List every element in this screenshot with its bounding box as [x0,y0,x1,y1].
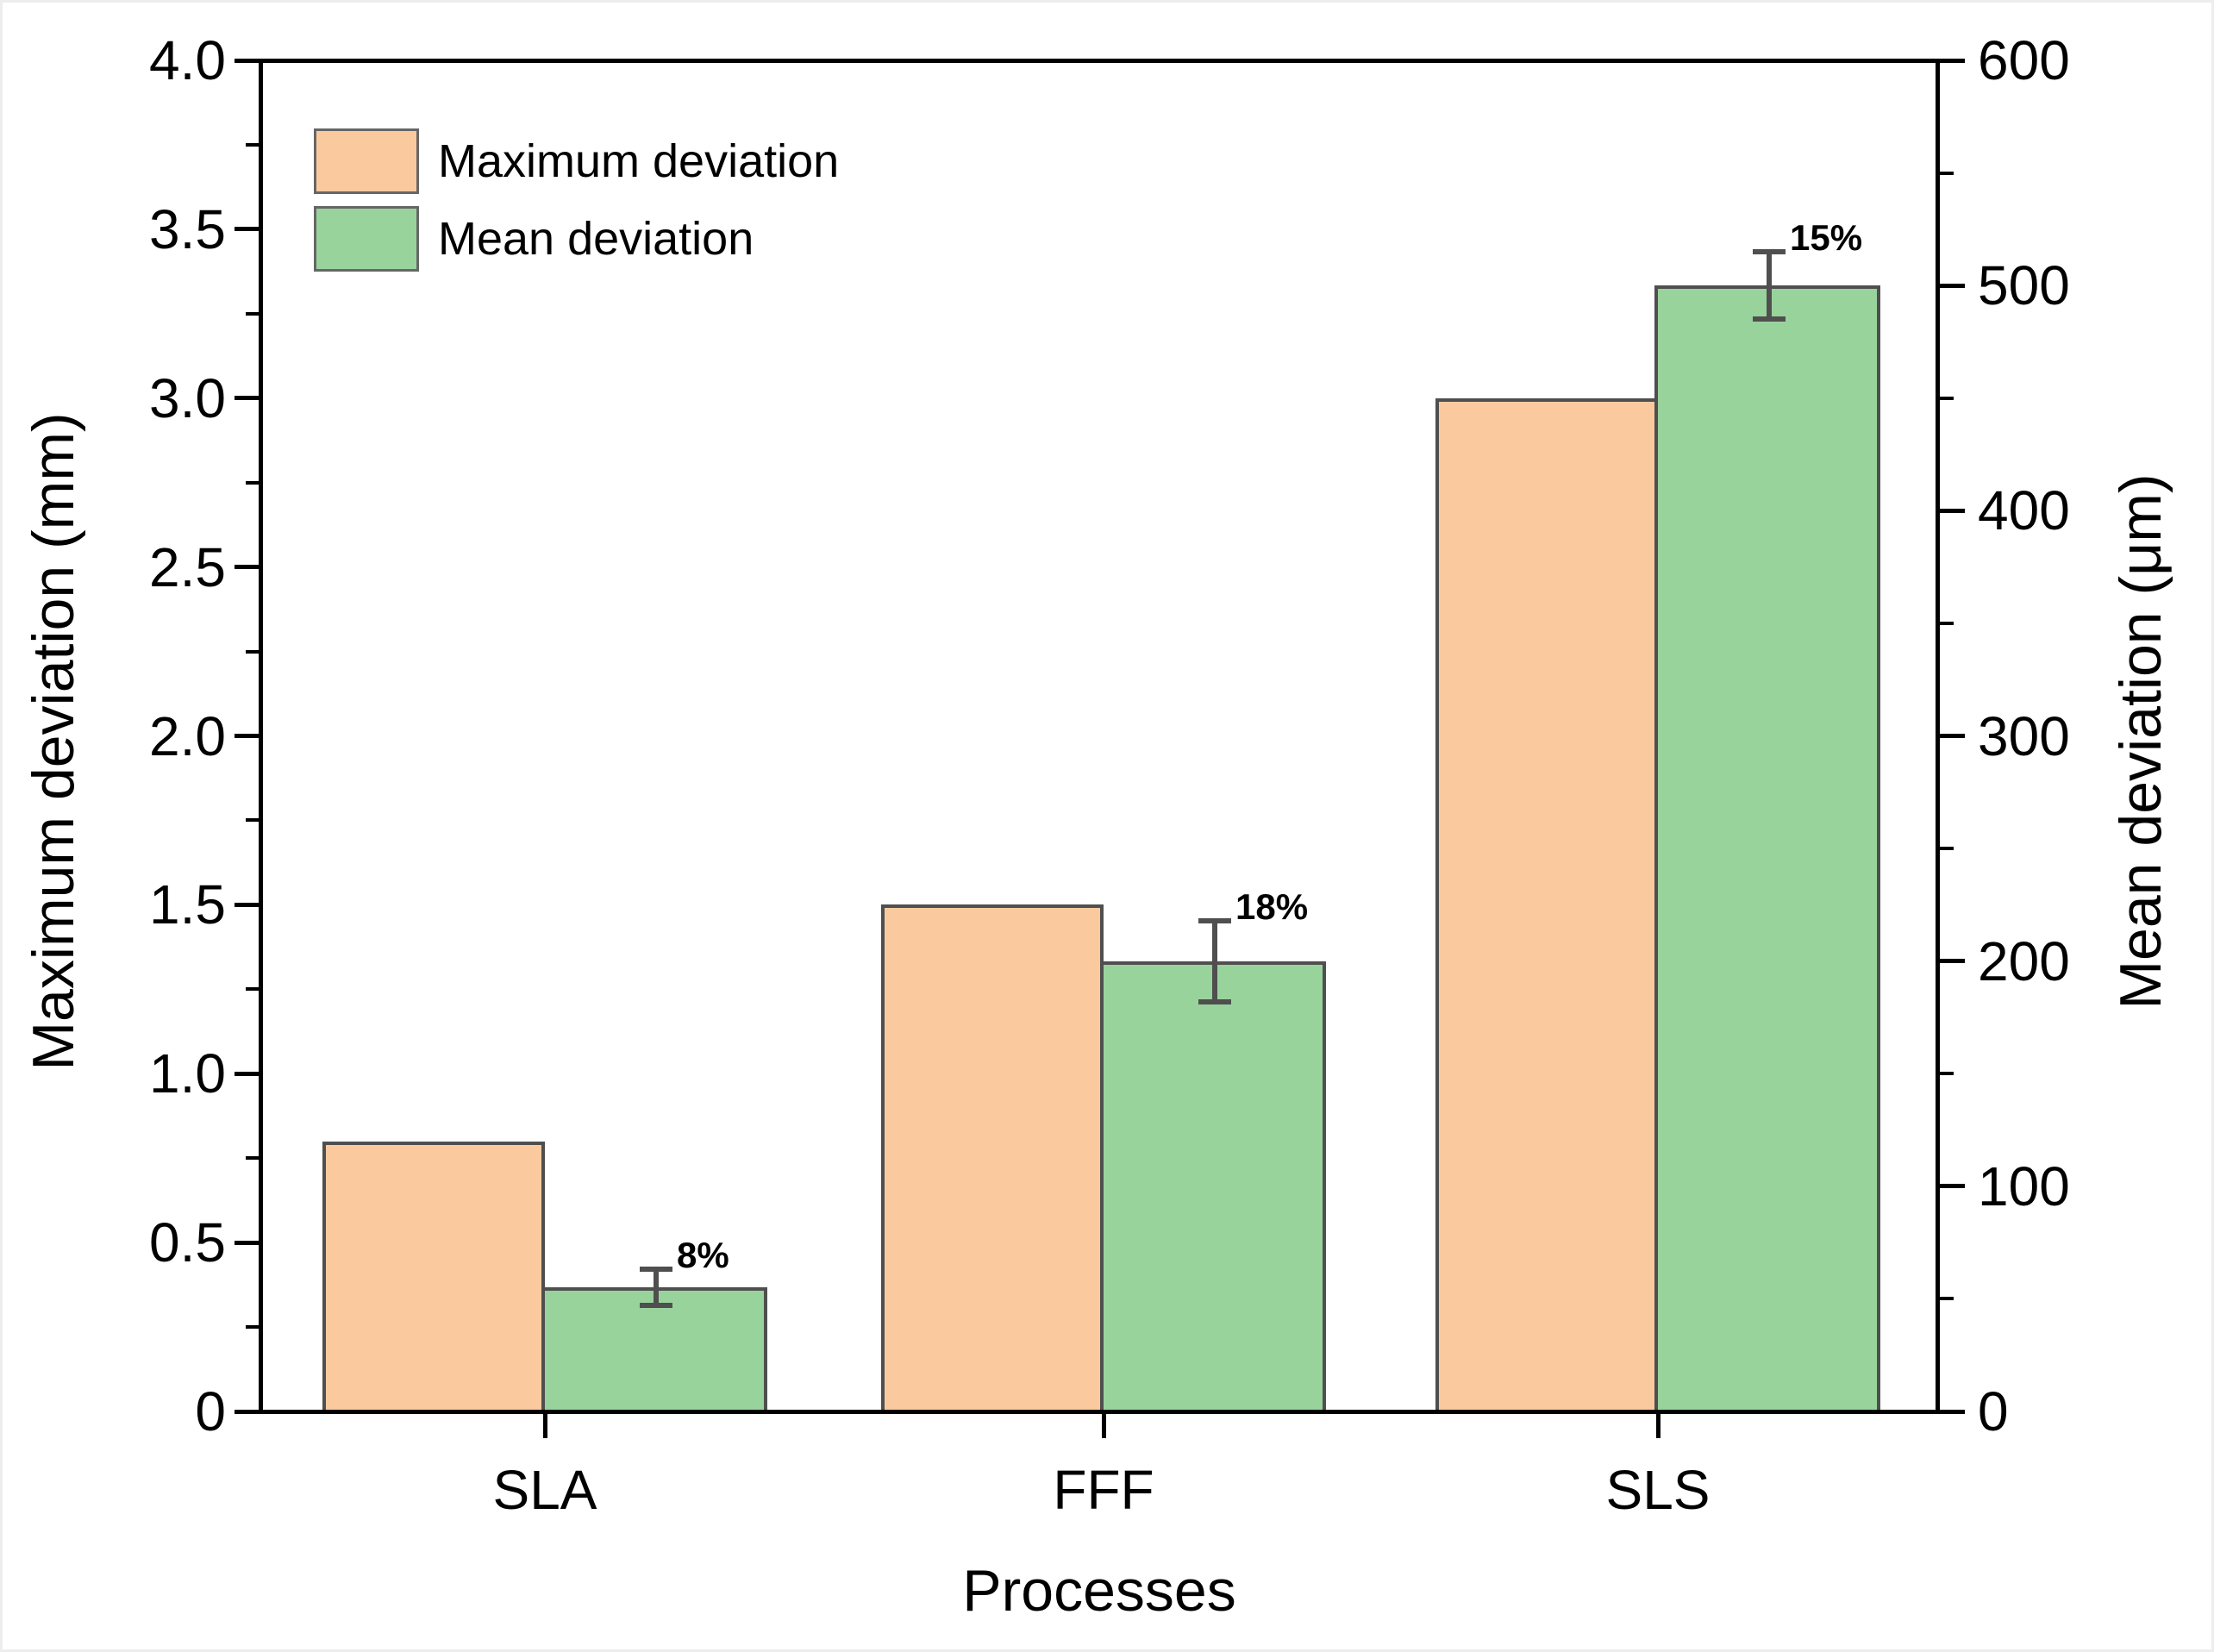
y-left-minor-tick [246,818,261,823]
y-right-major-tick [1938,1184,1965,1189]
y-left-minor-tick [246,987,261,992]
error-percent-label-fff: 18% [1235,885,1309,927]
y-left-minor-tick [246,1156,261,1161]
y-left-minor-tick [246,311,261,316]
y-right-minor-tick [1938,171,1954,175]
legend-swatch-maximum-deviation [314,128,419,194]
error-percent-label-sla: 8% [677,1235,729,1276]
axis-line-top [259,59,1940,63]
y-left-minor-tick [246,480,261,485]
y-right-tick-label: 0 [1978,1380,2009,1442]
y-left-major-tick [235,565,261,570]
y-left-minor-tick [246,649,261,654]
y-right-tick-label: 100 [1978,1155,2070,1217]
y-axis-title-left: Maximum deviation (mm) [21,412,86,1071]
y-right-major-tick [1938,959,1965,964]
error-bar-cap-top [1753,248,1786,254]
y-left-major-tick [235,1071,261,1076]
y-right-minor-tick [1938,847,1954,851]
x-tick-sla [542,1411,547,1438]
x-tick-label-fff: FFF [1053,1459,1154,1521]
y-left-major-tick [235,902,261,907]
error-bar-cap-bottom [1753,316,1786,322]
legend-swatch-mean-deviation [314,206,419,272]
y-left-major-tick [235,1240,261,1245]
error-bar-fff [1212,920,1217,1002]
y-left-tick-label: 4.0 [149,29,226,91]
axis-line-right [1936,59,1940,1414]
y-right-tick-label: 300 [1978,704,2070,767]
x-axis-title: Processes [962,1558,1236,1624]
error-bar-cap-bottom [1198,998,1231,1004]
legend-label-mean-deviation: Mean deviation [438,213,754,265]
y-left-tick-label: 3.5 [149,197,226,260]
y-left-tick-label: 0 [195,1380,226,1442]
x-tick-sls [1655,1411,1660,1438]
y-right-major-tick [1938,283,1965,288]
y-axis-title-right: Mean deviation (μm) [2108,473,2173,1010]
axis-line-bottom [259,1410,1940,1414]
bar-sls-maximum-deviation [1435,397,1658,1413]
y-left-major-tick [235,396,261,401]
y-left-major-tick [235,58,261,63]
y-right-minor-tick [1938,1297,1954,1301]
y-left-tick-label: 1.0 [149,1042,226,1105]
bar-fff-mean-deviation [1100,961,1326,1413]
x-tick-label-sls: SLS [1605,1459,1711,1521]
y-right-major-tick [1938,1409,1965,1414]
error-percent-label-sls: 15% [1790,216,1863,258]
y-left-major-tick [235,734,261,738]
y-left-tick-label: 0.5 [149,1211,226,1274]
y-left-tick-label: 2.5 [149,535,226,598]
error-bar-cap-top [640,1267,672,1273]
y-right-tick-label: 400 [1978,479,2070,542]
y-left-major-tick [235,227,261,232]
y-left-tick-label: 2.0 [149,704,226,767]
error-bar-sls [1767,251,1772,320]
bar-fff-maximum-deviation [881,904,1104,1413]
y-left-minor-tick [246,1325,261,1330]
y-right-major-tick [1938,58,1965,63]
bar-sla-maximum-deviation [322,1141,545,1413]
y-right-tick-label: 500 [1978,254,2070,317]
y-right-major-tick [1938,508,1965,513]
y-right-minor-tick [1938,1072,1954,1076]
error-bar-sla [654,1269,659,1306]
y-right-minor-tick [1938,621,1954,625]
bar-sls-mean-deviation [1654,285,1880,1413]
y-left-major-tick [235,1409,261,1414]
y-right-minor-tick [1938,396,1954,400]
y-right-tick-label: 200 [1978,929,2070,992]
y-left-tick-label: 3.0 [149,366,226,429]
x-tick-label-sla: SLA [492,1459,597,1521]
error-bar-cap-bottom [640,1303,672,1309]
legend-label-maximum-deviation: Maximum deviation [438,135,840,187]
x-tick-fff [1101,1411,1106,1438]
y-right-tick-label: 600 [1978,29,2070,91]
y-left-minor-tick [246,142,261,147]
y-right-major-tick [1938,734,1965,738]
error-bar-cap-top [1198,917,1231,923]
y-left-tick-label: 1.5 [149,873,226,936]
